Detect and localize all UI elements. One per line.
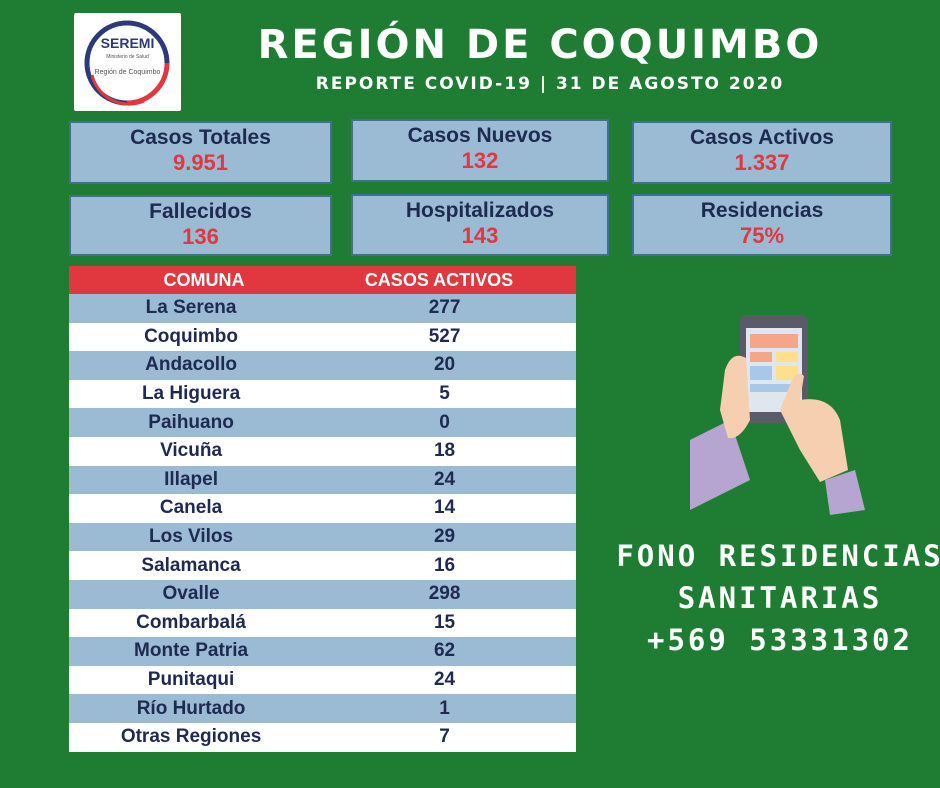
casos-activos-value: 14: [433, 497, 456, 519]
table-row: Illapel 24: [69, 465, 576, 495]
fono-line-2: SANITARIAS: [677, 581, 883, 615]
casos-activos-value: 277: [428, 297, 461, 319]
table-row: Andacollo 20: [69, 351, 576, 380]
comuna-name: Otras Regiones: [120, 726, 262, 748]
casos-activos-value: 62: [433, 640, 456, 662]
table-row: Monte Patria 62: [69, 637, 576, 666]
comuna-name: Vicuña: [160, 440, 223, 462]
fono-line-1: FONO RESIDENCIAS: [616, 539, 940, 573]
comuna-name: Canela: [159, 497, 223, 519]
stat-value: 136: [182, 224, 219, 249]
fono-phone-number[interactable]: +569 53331302: [647, 623, 913, 657]
table-row: La Serena 277: [69, 294, 576, 323]
casos-activos-value: 0: [439, 411, 450, 433]
stat-value: 143: [461, 223, 499, 248]
table-row: Paihuano 0: [69, 408, 576, 437]
stat-value: 9.951: [172, 150, 229, 175]
logo-ministry: Ministerio de Salud: [106, 54, 149, 60]
table-row: Otras Regiones 7: [69, 722, 576, 752]
stat-label: Casos Nuevos: [407, 124, 553, 147]
casos-activos-value: 7: [439, 726, 450, 748]
logo-name: SEREMI: [100, 35, 155, 51]
table-row: Coquimbo 527: [69, 322, 576, 352]
header-comuna: COMUNA: [163, 269, 245, 290]
table-row: Vicuña 18: [69, 436, 576, 466]
table-row: Combarbalá 15: [69, 608, 576, 638]
table-row: La Higuera 5: [69, 379, 576, 409]
comunas-table: COMUNA CASOS ACTIVOS La Serena 277 Coquimb…: [69, 266, 576, 752]
stat-label: Casos Totales: [130, 126, 271, 149]
comuna-name: Los Vilos: [148, 526, 234, 548]
casos-activos-value: 298: [428, 583, 461, 605]
stat-label: Casos Activos: [690, 126, 834, 149]
casos-activos-value: 15: [433, 611, 456, 633]
page-subtitle: REPORTE COVID-19 | 31 DE AGOSTO 2020: [315, 74, 785, 94]
stat-casos-activos: Casos Activos 1.337: [632, 121, 892, 184]
stat-casos-totales: Casos Totales 9.951: [69, 121, 332, 184]
comuna-name: Illapel: [164, 468, 218, 490]
stat-value: 75%: [739, 223, 785, 248]
table-row: Salamanca 16: [69, 551, 576, 580]
stat-fallecidos: Fallecidos 136: [69, 195, 332, 256]
seremi-logo: SEREMI Ministerio de Salud Región de Coq…: [74, 13, 181, 111]
header-casos-activos: CASOS ACTIVOS: [364, 269, 514, 290]
stat-residencias: Residencias 75%: [632, 194, 892, 256]
stat-hospitalizados: Hospitalizados 143: [351, 194, 609, 256]
casos-activos-value: 24: [433, 468, 456, 490]
comuna-name: Punitaqui: [147, 669, 235, 691]
stat-casos-nuevos: Casos Nuevos 132: [351, 119, 609, 182]
casos-activos-value: 1: [439, 697, 450, 719]
comuna-name: Coquimbo: [144, 325, 239, 347]
stat-label: Fallecidos: [149, 200, 252, 223]
table-header: COMUNA CASOS ACTIVOS: [69, 266, 576, 294]
logo-region: Región de Coquimbo: [94, 69, 161, 76]
table-body: La Serena 277 Coquimbo 527 Andacollo 20 La Hig…: [69, 294, 576, 752]
casos-activos-value: 5: [439, 383, 450, 405]
casos-activos-value: 20: [433, 354, 456, 376]
table-row: Ovalle 298: [69, 579, 576, 609]
hand-holding-smartphone-icon: [680, 310, 880, 524]
comuna-name: Paihuano: [148, 411, 234, 433]
casos-activos-value: 29: [433, 526, 456, 548]
stat-label: Residencias: [700, 199, 824, 222]
comuna-name: Andacollo: [145, 354, 237, 376]
comuna-name: La Higuera: [141, 383, 241, 405]
stat-label: Hospitalizados: [405, 199, 555, 222]
comuna-name: Ovalle: [162, 583, 220, 605]
comuna-name: Salamanca: [141, 554, 241, 576]
table-row: Río Hurtado 1: [69, 694, 576, 723]
comuna-name: Combarbalá: [136, 611, 246, 633]
casos-activos-value: 527: [428, 325, 461, 347]
table-row: Punitaqui 24: [69, 665, 576, 695]
casos-activos-value: 24: [433, 669, 456, 691]
comuna-name: Monte Patria: [134, 640, 249, 662]
stat-value: 1.337: [734, 150, 790, 175]
comuna-name: La Serena: [145, 297, 237, 319]
comuna-name: Río Hurtado: [136, 697, 246, 719]
casos-activos-value: 16: [433, 554, 456, 576]
fono-residencias: FONO RESIDENCIAS SANITARIAS +569 5333130…: [610, 535, 940, 661]
seremi-logo-ring: [84, 20, 170, 106]
table-row: Canela 14: [69, 494, 576, 523]
page-title: REGIÓN DE COQUIMBO: [257, 22, 823, 68]
casos-activos-value: 18: [433, 440, 456, 462]
table-row: Los Vilos 29: [69, 522, 576, 552]
stat-value: 132: [461, 148, 499, 173]
